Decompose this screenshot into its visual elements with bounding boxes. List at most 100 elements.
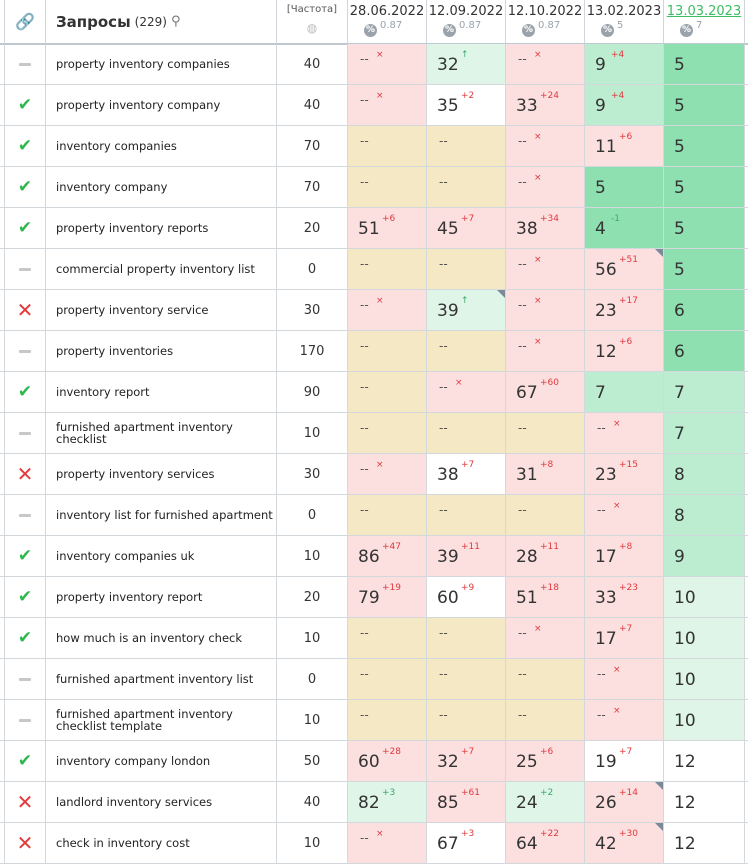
position-cell[interactable]: -- [348, 167, 427, 207]
position-cell[interactable]: 5 [664, 85, 745, 125]
query-cell[interactable]: inventory company [46, 167, 277, 207]
position-cell[interactable]: -- × [506, 331, 585, 371]
position-cell[interactable]: 26 +14 [585, 782, 664, 822]
status-cell[interactable]: ✕ [4, 454, 46, 494]
query-cell[interactable]: inventory company london [46, 741, 277, 781]
position-cell[interactable]: -- [348, 700, 427, 740]
query-cell[interactable]: inventory companies uk [46, 536, 277, 576]
position-cell[interactable]: -- × [506, 618, 585, 658]
position-cell[interactable]: 17 +7 [585, 618, 664, 658]
status-cell[interactable] [4, 249, 46, 289]
status-cell[interactable]: ✔ [4, 85, 46, 125]
position-cell[interactable]: -- [427, 167, 506, 207]
check-icon[interactable]: ✔ [17, 177, 33, 197]
position-cell[interactable]: 23 +15 [585, 454, 664, 494]
position-cell[interactable]: 9 +4 [585, 44, 664, 84]
position-cell[interactable]: -- [427, 700, 506, 740]
position-cell[interactable]: 45 +7 [427, 208, 506, 248]
position-cell[interactable]: -- [348, 372, 427, 412]
position-cell[interactable]: -- × [506, 249, 585, 289]
check-icon[interactable]: ✔ [17, 218, 33, 238]
position-cell[interactable]: 33 +24 [506, 85, 585, 125]
position-cell[interactable]: 6 [664, 331, 745, 371]
position-cell[interactable]: -- [427, 249, 506, 289]
status-cell[interactable]: ✔ [4, 208, 46, 248]
search-icon[interactable]: ⚲ [170, 14, 181, 29]
position-cell[interactable]: 60 +28 [348, 741, 427, 781]
position-cell[interactable]: 11 +6 [585, 126, 664, 166]
link-icon[interactable]: 🔗 [15, 12, 35, 31]
position-cell[interactable]: 7 [664, 413, 745, 453]
position-cell[interactable]: -- [506, 659, 585, 699]
position-cell[interactable]: -- [348, 618, 427, 658]
check-icon[interactable]: ✔ [17, 136, 33, 156]
query-cell[interactable]: inventory companies [46, 126, 277, 166]
query-cell[interactable]: furnished apartment inventory checklist [46, 413, 277, 453]
neutral-dash-icon[interactable] [19, 513, 31, 517]
position-cell[interactable]: -- [427, 618, 506, 658]
neutral-dash-icon[interactable] [19, 718, 31, 722]
position-cell[interactable]: 39 ↑ [427, 290, 506, 330]
position-cell[interactable]: -- [506, 495, 585, 535]
frequency-header[interactable]: [Частота] ◍ [277, 0, 348, 43]
position-cell[interactable]: 7 [585, 372, 664, 412]
date-column-header[interactable]: 12.10.2022 % 0.87 [506, 0, 585, 43]
cross-icon[interactable]: ✕ [16, 831, 34, 855]
position-cell[interactable]: 32 +7 [427, 741, 506, 781]
position-cell[interactable]: 31 +8 [506, 454, 585, 494]
position-cell[interactable]: 10 [664, 618, 745, 658]
position-cell[interactable]: -- [348, 495, 427, 535]
cross-icon[interactable]: ✕ [16, 462, 34, 486]
status-cell[interactable]: ✔ [4, 577, 46, 617]
position-cell[interactable]: 5 [664, 249, 745, 289]
position-cell[interactable]: 12 +6 [585, 331, 664, 371]
note-corner-marker[interactable] [655, 249, 663, 257]
position-cell[interactable]: 35 +2 [427, 85, 506, 125]
position-cell[interactable]: -- × [348, 85, 427, 125]
note-corner-marker[interactable] [655, 823, 663, 831]
position-cell[interactable]: 38 +34 [506, 208, 585, 248]
status-cell[interactable] [4, 331, 46, 371]
status-cell[interactable] [4, 659, 46, 699]
position-cell[interactable]: 6 [664, 290, 745, 330]
position-cell[interactable]: 23 +17 [585, 290, 664, 330]
position-cell[interactable]: 5 [664, 208, 745, 248]
position-cell[interactable]: -- × [585, 495, 664, 535]
position-cell[interactable]: -- × [348, 454, 427, 494]
neutral-dash-icon[interactable] [19, 267, 31, 271]
status-cell[interactable]: ✔ [4, 126, 46, 166]
query-cell[interactable]: property inventory companies [46, 44, 277, 84]
queries-header[interactable]: Запросы (229) ⚲ [46, 0, 277, 43]
status-cell[interactable] [4, 44, 46, 84]
note-corner-marker[interactable] [497, 290, 505, 298]
neutral-dash-icon[interactable] [19, 62, 31, 66]
query-cell[interactable]: property inventory service [46, 290, 277, 330]
position-cell[interactable]: 24 +2 [506, 782, 585, 822]
query-cell[interactable]: check in inventory cost [46, 823, 277, 863]
position-cell[interactable]: 56 +51 [585, 249, 664, 289]
position-cell[interactable]: -- [427, 495, 506, 535]
position-cell[interactable]: -- [348, 659, 427, 699]
position-cell[interactable]: 8 [664, 495, 745, 535]
position-cell[interactable]: -- × [348, 290, 427, 330]
position-cell[interactable]: 51 +18 [506, 577, 585, 617]
position-cell[interactable]: 28 +11 [506, 536, 585, 576]
position-cell[interactable]: 85 +61 [427, 782, 506, 822]
position-cell[interactable]: 42 +30 [585, 823, 664, 863]
position-cell[interactable]: -- [427, 126, 506, 166]
position-cell[interactable]: -- [348, 249, 427, 289]
position-cell[interactable]: -- [348, 413, 427, 453]
status-cell[interactable] [4, 495, 46, 535]
date-label[interactable]: 13.03.2023 [666, 4, 742, 19]
position-cell[interactable]: -- [348, 126, 427, 166]
position-cell[interactable]: 32 ↑ [427, 44, 506, 84]
position-cell[interactable]: 67 +60 [506, 372, 585, 412]
link-column-header[interactable]: 🔗 [4, 0, 46, 43]
check-icon[interactable]: ✔ [17, 95, 33, 115]
query-cell[interactable]: property inventory services [46, 454, 277, 494]
query-cell[interactable]: furnished apartment inventory list [46, 659, 277, 699]
position-cell[interactable]: 33 +23 [585, 577, 664, 617]
position-cell[interactable]: 39 +11 [427, 536, 506, 576]
position-cell[interactable]: 86 +47 [348, 536, 427, 576]
check-icon[interactable]: ✔ [17, 546, 33, 566]
